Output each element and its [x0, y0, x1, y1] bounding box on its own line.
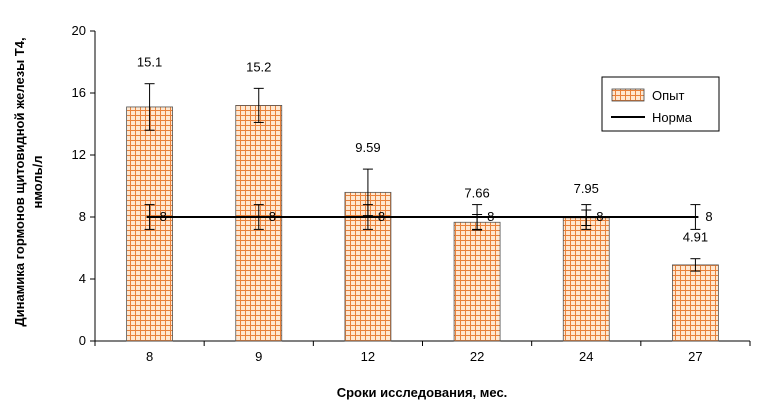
- x-tick-label: 27: [688, 349, 702, 364]
- data-label-opyt: 4.91: [683, 230, 708, 245]
- data-label-norma: 8: [487, 209, 494, 224]
- y-tick-label: 12: [72, 147, 86, 162]
- x-tick-label: 12: [361, 349, 375, 364]
- legend-box: [601, 76, 720, 132]
- y-ticks: 0 4 8 12 16 20: [72, 23, 95, 348]
- x-tick-label: 8: [146, 349, 153, 364]
- y-tick-label: 0: [79, 333, 86, 348]
- data-label-norma: 8: [378, 209, 385, 224]
- data-label-norma: 8: [160, 209, 167, 224]
- norm-line: [144, 204, 701, 230]
- bar-opyt: [453, 221, 501, 342]
- data-label-norma: 8: [705, 209, 712, 224]
- data-label-norma: 8: [269, 209, 276, 224]
- data-label-opyt: 15.1: [137, 55, 162, 70]
- x-tick-label: 24: [579, 349, 593, 364]
- y-axis-title-line2: нмоль/л: [30, 155, 45, 208]
- x-ticks: 8 9 12 22 24 27: [94, 341, 751, 364]
- legend-label-norma: Норма: [652, 110, 693, 125]
- legend-label-opyt: Опыт: [652, 88, 684, 103]
- y-tick-label: 16: [72, 85, 86, 100]
- data-labels: 15.1 15.2 9.59 7.66 7.95 4.91 8 8 8 8 8 8: [137, 55, 713, 245]
- x-tick-label: 22: [470, 349, 484, 364]
- bar-opyt: [672, 264, 719, 342]
- data-label-opyt: 9.59: [355, 140, 380, 155]
- data-label-opyt: 15.2: [246, 59, 271, 74]
- y-tick-label: 4: [79, 271, 86, 286]
- x-axis-title: Сроки исследования, мес.: [337, 385, 508, 400]
- y-tick-label: 8: [79, 209, 86, 224]
- bar-opyt: [562, 217, 610, 342]
- x-tick-label: 9: [255, 349, 262, 364]
- data-label-opyt: 7.66: [464, 186, 489, 201]
- data-label-opyt: 7.95: [574, 181, 599, 196]
- legend: Опыт Норма: [601, 76, 720, 132]
- legend-swatch-opyt: [611, 88, 645, 102]
- y-tick-label: 20: [72, 23, 86, 38]
- data-label-norma: 8: [596, 209, 603, 224]
- y-axis-title-line1: Динамика гормонов щитовидной железы Т4,: [12, 37, 27, 326]
